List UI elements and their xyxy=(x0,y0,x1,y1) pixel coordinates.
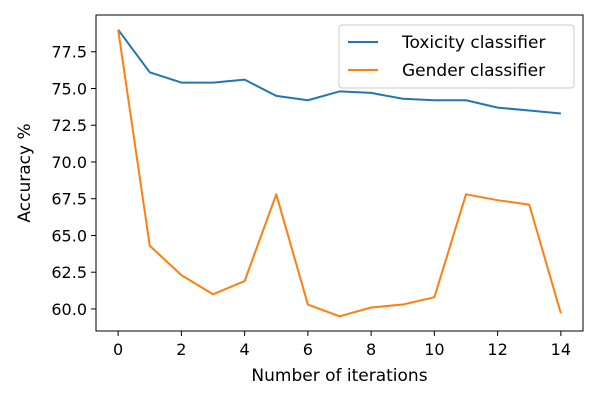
y-tick-label: 70.0 xyxy=(51,153,87,172)
y-tick-label: 65.0 xyxy=(51,226,87,245)
series-line-gender-classifier xyxy=(117,29,562,318)
x-axis-label: Number of iterations xyxy=(251,366,427,386)
legend-label-toxicity-classifier: Toxicity classifier xyxy=(401,33,545,53)
x-tick-label: 4 xyxy=(240,340,250,359)
x-tick-label: 14 xyxy=(551,340,571,359)
x-axis-ticks: 0 2 4 6 8 10 12 14 xyxy=(113,331,571,359)
y-axis-label: Accuracy % xyxy=(15,123,35,222)
series-line-toxicity-classifier xyxy=(117,29,561,115)
x-tick-label: 8 xyxy=(366,340,376,359)
y-tick-label: 60.0 xyxy=(51,300,87,319)
legend-box xyxy=(338,24,575,89)
legend: Toxicity classifier Gender classifier xyxy=(338,24,575,89)
legend-label-gender-classifier: Gender classifier xyxy=(402,61,545,81)
y-tick-label: 75.0 xyxy=(51,79,87,98)
y-tick-label: 67.5 xyxy=(51,190,87,209)
y-tick-label: 72.5 xyxy=(51,116,87,135)
series-lines xyxy=(117,29,562,318)
x-tick-label: 6 xyxy=(303,340,313,359)
y-axis-ticks: 60.0 62.5 65.0 67.5 70.0 72.5 75.0 77.5 xyxy=(51,43,96,319)
y-tick-label: 62.5 xyxy=(51,263,87,282)
plot-area-frame xyxy=(95,14,584,332)
x-tick-label: 12 xyxy=(487,340,507,359)
x-tick-label: 0 xyxy=(113,340,123,359)
x-tick-label: 2 xyxy=(176,340,186,359)
x-tick-label: 10 xyxy=(424,340,444,359)
y-tick-label: 77.5 xyxy=(51,43,87,62)
